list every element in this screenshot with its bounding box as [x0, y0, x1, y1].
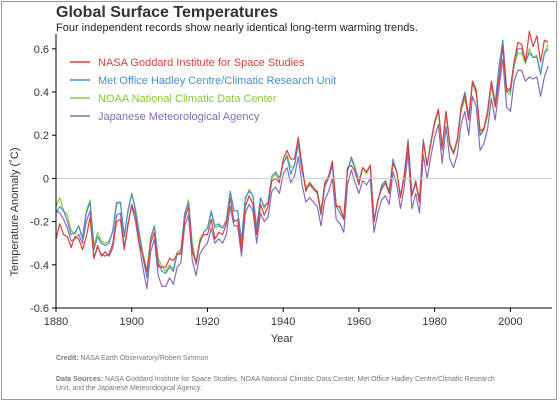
y-tick-label: -0.2: [30, 217, 49, 229]
data-sources: Data Sources: NASA Goddard Institute for…: [56, 375, 496, 393]
y-axis-title: Temperature Anomaly (˚C): [9, 148, 21, 277]
legend-label-nasa: NASA Goddard Institute for Space Studies: [98, 57, 305, 69]
y-tick-label: 0: [43, 173, 49, 185]
x-tick-label: 1960: [347, 316, 371, 328]
sources-text: NASA Goddard Institute for Space Studies…: [56, 376, 495, 392]
chart-subtitle: Four independent records show nearly ide…: [56, 22, 418, 34]
x-axis-title: Year: [271, 333, 294, 345]
x-tick-label: 1920: [195, 316, 219, 328]
y-tick-label: -0.4: [30, 260, 49, 272]
plot-lines: [55, 30, 549, 290]
x-tick-label: 1900: [119, 316, 143, 328]
axes: [52, 34, 552, 312]
credit-text: NASA Earth Observatory/Robert Simmon: [80, 355, 209, 362]
x-tick-label: 1880: [44, 316, 68, 328]
y-tick-label: 0.4: [34, 87, 49, 99]
credit-label: Credit:: [56, 355, 79, 362]
credit-line: Credit: NASA Earth Observatory/Robert Si…: [56, 355, 209, 362]
y-tick-label: 0.2: [34, 130, 49, 142]
y-tick-label: 0.6: [34, 44, 49, 56]
series-line-nasa: [55, 30, 549, 272]
x-tick-label: 2000: [498, 316, 522, 328]
x-tick-label: 1940: [271, 316, 295, 328]
sources-label: Data Sources:: [56, 376, 104, 383]
legend-label-noaa: NOAA National Climatic Data Center: [98, 93, 277, 105]
y-tick-label: -0.6: [30, 303, 49, 315]
x-tick-label: 1980: [422, 316, 446, 328]
tick-labels: -0.6 -0.4 -0.2 0 0.2 0.4 0.6 1880 1900 1920 1940 19…: [30, 44, 523, 328]
legend: NASA Goddard Institute for Space Studies…: [70, 57, 336, 123]
legend-label-met: Met Office Hadley Centre/Climatic Resear…: [98, 75, 336, 87]
chart-title: Global Surface Temperatures: [56, 4, 278, 21]
legend-label-jma: Japanese Meteorological Agency: [98, 111, 260, 123]
